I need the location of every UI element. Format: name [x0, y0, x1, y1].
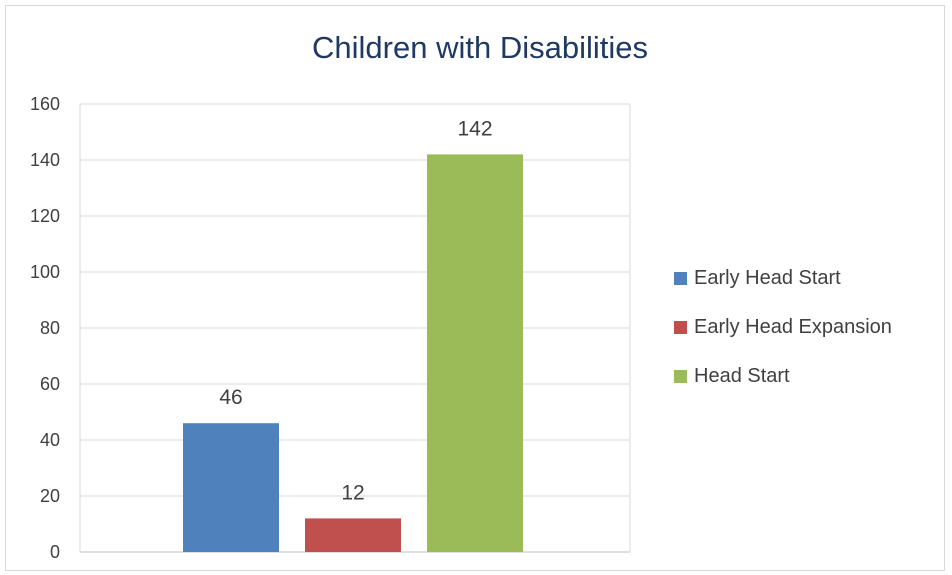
y-tick-label-80: 80 [40, 318, 60, 338]
y-axis-tick-labels: 0 20 40 60 80 100 120 140 160 [30, 94, 60, 562]
y-tick-label-60: 60 [40, 374, 60, 394]
legend-swatch-head-start [674, 369, 687, 383]
bar-early-head-start [183, 423, 279, 552]
y-tick-label-40: 40 [40, 430, 60, 450]
bars [183, 154, 523, 552]
legend-swatch-early-head-expansion [674, 320, 687, 334]
data-label-early-head-expansion: 12 [341, 481, 364, 504]
y-tick-label-140: 140 [30, 150, 60, 170]
chart-title: Children with Disabilities [312, 30, 648, 65]
gridlines [79, 103, 631, 553]
y-tick-label-0: 0 [50, 542, 60, 562]
bar-early-head-expansion [305, 518, 401, 552]
legend-item-early-head-expansion: Early Head Expansion [674, 313, 892, 341]
y-tick-label-120: 120 [30, 206, 60, 226]
y-tick-label-20: 20 [40, 486, 60, 506]
bar-head-start [427, 154, 523, 552]
legend-label-early-head-expansion: Early Head Expansion [694, 315, 892, 338]
y-tick-label-160: 160 [30, 94, 60, 114]
legend-swatch-early-head-start [674, 271, 687, 285]
data-label-head-start: 142 [457, 117, 492, 140]
data-label-early-head-start: 46 [219, 386, 242, 409]
legend-label-early-head-start: Early Head Start [694, 266, 841, 289]
legend: Early Head Start Early Head Expansion He… [674, 264, 892, 411]
y-tick-label-100: 100 [30, 262, 60, 282]
legend-label-head-start: Head Start [694, 364, 790, 387]
data-labels: 46 12 142 [219, 117, 492, 504]
legend-item-early-head-start: Early Head Start [674, 264, 892, 292]
legend-item-head-start: Head Start [674, 362, 892, 390]
